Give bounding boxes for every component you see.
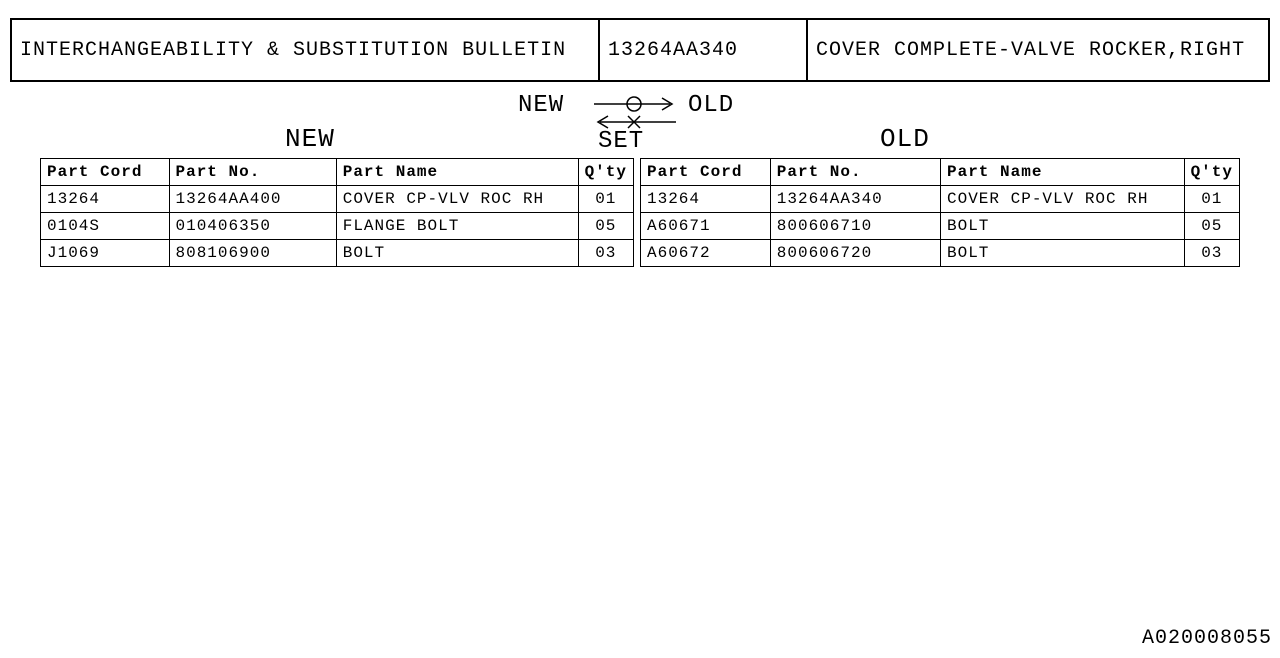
table-row: 13264 13264AA340 COVER CP-VLV ROC RH 01 — [641, 186, 1240, 213]
cell-part-no: 13264AA340 — [770, 186, 940, 213]
cell-part-code: A60672 — [641, 240, 771, 267]
table-row: 13264 13264AA400 COVER CP-VLV ROC RH 01 — [41, 186, 634, 213]
cell-part-no: 800606710 — [770, 213, 940, 240]
cell-part-name: BOLT — [941, 213, 1185, 240]
label-old-small: OLD — [688, 92, 734, 119]
table-row: A60672 800606720 BOLT 03 — [641, 240, 1240, 267]
cell-part-no: 13264AA400 — [169, 186, 336, 213]
cell-qty: 05 — [1184, 213, 1239, 240]
header-title: INTERCHANGEABILITY & SUBSTITUTION BULLET… — [12, 20, 600, 80]
cell-part-no: 010406350 — [169, 213, 336, 240]
header-box: INTERCHANGEABILITY & SUBSTITUTION BULLET… — [10, 18, 1270, 82]
cell-part-no: 800606720 — [770, 240, 940, 267]
label-new-big: NEW — [285, 124, 335, 154]
cell-part-code: A60671 — [641, 213, 771, 240]
new-parts-table: Part Cord Part No. Part Name Q'ty 13264 … — [40, 158, 634, 267]
col-qty: Q'ty — [1184, 159, 1239, 186]
tables-wrap: Part Cord Part No. Part Name Q'ty 13264 … — [40, 158, 1240, 267]
label-set: SET — [598, 128, 644, 155]
col-part-name: Part Name — [941, 159, 1185, 186]
col-part-code: Part Cord — [641, 159, 771, 186]
cell-qty: 05 — [578, 213, 633, 240]
table-row: A60671 800606710 BOLT 05 — [641, 213, 1240, 240]
cell-qty: 03 — [1184, 240, 1239, 267]
cell-part-name: COVER CP-VLV ROC RH — [941, 186, 1185, 213]
cell-part-no: 808106900 — [169, 240, 336, 267]
cell-qty: 01 — [1184, 186, 1239, 213]
cell-qty: 03 — [578, 240, 633, 267]
footer-code: A020008055 — [1142, 627, 1272, 650]
col-part-no: Part No. — [169, 159, 336, 186]
col-qty: Q'ty — [578, 159, 633, 186]
cell-part-name: COVER CP-VLV ROC RH — [336, 186, 578, 213]
cell-part-code: 13264 — [641, 186, 771, 213]
table-row: J1069 808106900 BOLT 03 — [41, 240, 634, 267]
cell-part-code: J1069 — [41, 240, 170, 267]
cell-part-code: 0104S — [41, 213, 170, 240]
old-parts-table: Part Cord Part No. Part Name Q'ty 13264 … — [640, 158, 1240, 267]
col-part-no: Part No. — [770, 159, 940, 186]
cell-part-name: BOLT — [941, 240, 1185, 267]
mid-labels: NEW OLD SET NEW OLD — [0, 88, 1280, 158]
cell-part-name: BOLT — [336, 240, 578, 267]
cell-part-name: FLANGE BOLT — [336, 213, 578, 240]
table-row: 0104S 010406350 FLANGE BOLT 05 — [41, 213, 634, 240]
label-new-small: NEW — [518, 92, 564, 119]
header-part-number: 13264AA340 — [600, 20, 808, 80]
label-old-big: OLD — [880, 124, 930, 154]
col-part-code: Part Cord — [41, 159, 170, 186]
col-part-name: Part Name — [336, 159, 578, 186]
table-header-row: Part Cord Part No. Part Name Q'ty — [41, 159, 634, 186]
header-part-desc: COVER COMPLETE-VALVE ROCKER,RIGHT — [808, 20, 1268, 80]
cell-part-code: 13264 — [41, 186, 170, 213]
table-header-row: Part Cord Part No. Part Name Q'ty — [641, 159, 1240, 186]
cell-qty: 01 — [578, 186, 633, 213]
